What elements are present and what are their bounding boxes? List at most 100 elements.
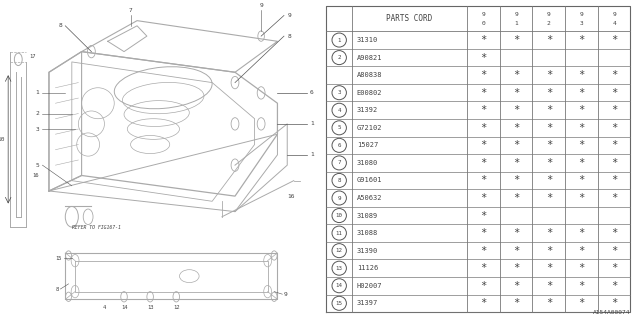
Text: *: * xyxy=(611,140,617,150)
Text: 1: 1 xyxy=(310,152,314,157)
Text: *: * xyxy=(513,158,519,168)
Text: 31088: 31088 xyxy=(357,230,378,236)
Text: *: * xyxy=(611,35,617,45)
Text: *: * xyxy=(611,228,617,238)
Text: *: * xyxy=(513,140,519,150)
Text: *: * xyxy=(546,193,552,203)
Text: *: * xyxy=(579,298,584,308)
Text: H02007: H02007 xyxy=(357,283,382,289)
Text: 3: 3 xyxy=(35,126,39,132)
Text: *: * xyxy=(579,88,584,98)
Text: *: * xyxy=(513,246,519,256)
Text: *: * xyxy=(481,298,486,308)
Text: 31392: 31392 xyxy=(357,107,378,113)
Text: 9: 9 xyxy=(580,12,583,17)
Text: *: * xyxy=(611,281,617,291)
Text: *: * xyxy=(481,70,486,80)
Text: *: * xyxy=(513,88,519,98)
Text: *: * xyxy=(481,140,486,150)
Text: *: * xyxy=(546,70,552,80)
Text: 11: 11 xyxy=(336,231,342,236)
Text: *: * xyxy=(513,70,519,80)
Text: 8: 8 xyxy=(58,23,62,28)
Text: *: * xyxy=(611,70,617,80)
Text: A90821: A90821 xyxy=(357,55,382,60)
Text: 12: 12 xyxy=(336,248,342,253)
Text: *: * xyxy=(611,158,617,168)
Text: 6: 6 xyxy=(310,91,314,95)
Text: *: * xyxy=(481,105,486,115)
Text: 31390: 31390 xyxy=(357,248,378,254)
Text: 10: 10 xyxy=(336,213,342,218)
Text: 16: 16 xyxy=(287,194,295,199)
Text: *: * xyxy=(579,105,584,115)
Text: 9: 9 xyxy=(547,12,550,17)
Text: *: * xyxy=(546,35,552,45)
Text: 9: 9 xyxy=(515,12,518,17)
Text: *: * xyxy=(579,175,584,186)
Text: *: * xyxy=(546,158,552,168)
Text: 10: 10 xyxy=(0,137,5,142)
Text: 9: 9 xyxy=(612,12,616,17)
Text: 9: 9 xyxy=(259,3,263,8)
Text: *: * xyxy=(513,105,519,115)
Text: 8: 8 xyxy=(287,34,291,39)
Text: 13: 13 xyxy=(147,305,154,309)
Text: *: * xyxy=(546,140,552,150)
Text: *: * xyxy=(481,193,486,203)
Text: *: * xyxy=(481,175,486,186)
Text: A154A00074: A154A00074 xyxy=(593,310,630,315)
Text: *: * xyxy=(611,263,617,273)
Text: *: * xyxy=(579,246,584,256)
Text: *: * xyxy=(579,158,584,168)
Text: A80838: A80838 xyxy=(357,72,382,78)
Text: 15: 15 xyxy=(336,301,342,306)
Text: 16: 16 xyxy=(33,173,39,178)
Text: 9: 9 xyxy=(337,196,341,201)
Text: *: * xyxy=(481,158,486,168)
Text: 5: 5 xyxy=(337,125,341,130)
Text: *: * xyxy=(546,88,552,98)
Text: *: * xyxy=(481,246,486,256)
Text: 9: 9 xyxy=(482,12,485,17)
Text: *: * xyxy=(546,123,552,133)
Text: *: * xyxy=(579,140,584,150)
Text: *: * xyxy=(579,35,584,45)
Text: 1: 1 xyxy=(35,91,39,95)
Text: 0: 0 xyxy=(482,21,485,26)
Text: 14: 14 xyxy=(336,283,342,288)
Text: 13: 13 xyxy=(336,266,342,271)
Text: *: * xyxy=(579,281,584,291)
Text: A50632: A50632 xyxy=(357,195,382,201)
Text: 7: 7 xyxy=(337,160,341,165)
Text: *: * xyxy=(513,123,519,133)
Text: *: * xyxy=(611,298,617,308)
Text: *: * xyxy=(546,228,552,238)
Text: *: * xyxy=(513,175,519,186)
Text: G72102: G72102 xyxy=(357,125,382,131)
Text: *: * xyxy=(579,70,584,80)
Text: *: * xyxy=(481,263,486,273)
Text: *: * xyxy=(513,263,519,273)
Text: 2: 2 xyxy=(35,111,39,116)
Text: 9: 9 xyxy=(284,292,288,297)
Text: 4: 4 xyxy=(103,305,106,309)
Text: 31397: 31397 xyxy=(357,300,378,306)
Text: *: * xyxy=(546,246,552,256)
Text: 4: 4 xyxy=(337,108,341,113)
Text: 3: 3 xyxy=(580,21,583,26)
Text: *: * xyxy=(611,88,617,98)
Text: *: * xyxy=(481,88,486,98)
Text: *: * xyxy=(481,281,486,291)
Text: *: * xyxy=(513,281,519,291)
Text: *: * xyxy=(611,246,617,256)
Text: *: * xyxy=(481,35,486,45)
Text: 8: 8 xyxy=(337,178,341,183)
Text: 11126: 11126 xyxy=(357,265,378,271)
Text: *: * xyxy=(546,263,552,273)
Text: *: * xyxy=(513,298,519,308)
Text: 4: 4 xyxy=(612,21,616,26)
Text: 31310: 31310 xyxy=(357,37,378,43)
Text: *: * xyxy=(513,193,519,203)
Text: *: * xyxy=(579,193,584,203)
